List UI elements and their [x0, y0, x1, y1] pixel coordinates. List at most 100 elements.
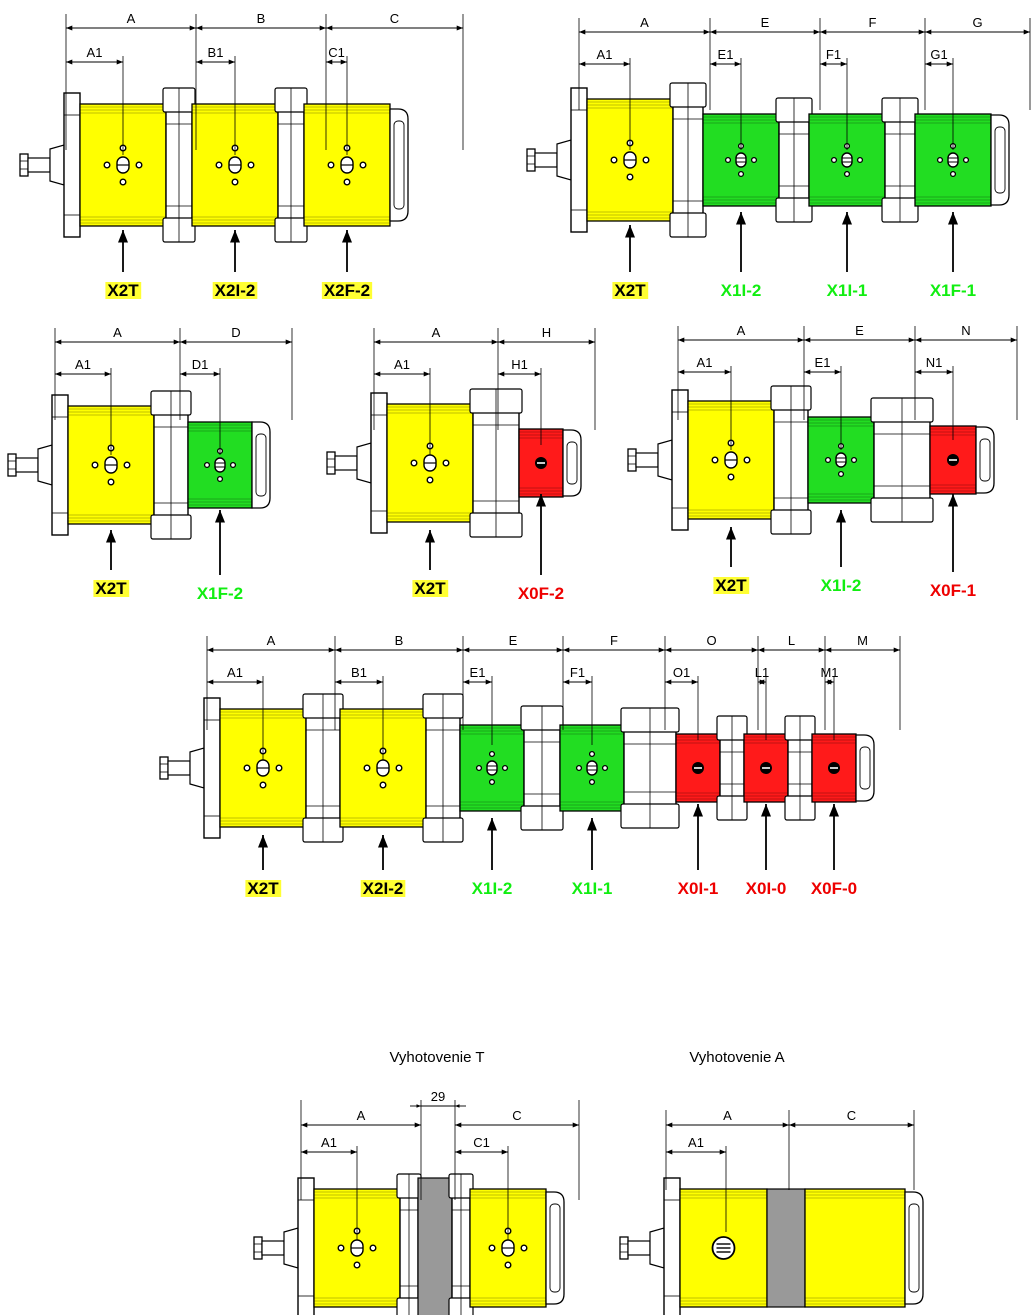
drive-shaft: [334, 455, 358, 471]
shaft-nut: [627, 448, 637, 472]
dimension-label: O: [706, 633, 716, 648]
assembly-triple-x2: A A1 B B1 C C1 X2T X2I-2 X2F-2: [19, 11, 464, 300]
shaft-nut: [7, 453, 17, 477]
shaft-nut: [326, 451, 336, 475]
shaft-collar: [37, 444, 53, 486]
model-label: X2T: [614, 281, 646, 300]
bolt-hole-icon: [601, 764, 609, 772]
bolt-hole-icon: [369, 1244, 377, 1252]
dimension-label: N1: [926, 355, 943, 370]
drive-shaft: [261, 1240, 285, 1256]
model-label: X1I-2: [721, 281, 762, 300]
shaft-collar: [649, 1227, 665, 1269]
label-highlight: [713, 577, 750, 594]
dimension-label: A1: [688, 1135, 704, 1150]
model-label: X1F-1: [930, 281, 976, 300]
dimension-label: A1: [321, 1135, 337, 1150]
bolt-hole-icon: [337, 1244, 345, 1252]
dimension-label: F1: [570, 665, 585, 680]
bolt-hole-icon: [395, 764, 403, 772]
dimension-label: A: [113, 325, 122, 340]
model-label: X0I-1: [678, 879, 719, 898]
assembly-x2-x1f: A A1 D D1 X2T X1F-2: [7, 325, 293, 603]
port-icon: [214, 457, 226, 473]
model-label: X1I-2: [821, 576, 862, 595]
bolt-hole-icon: [856, 156, 864, 164]
dimension-label: A: [737, 323, 746, 338]
end-cover: [855, 734, 875, 802]
model-label: X1F-2: [197, 584, 243, 603]
shaft-collar: [283, 1227, 299, 1269]
label-highlight: [93, 580, 130, 597]
assembly-x2-x1-x0: A A1 E E1 N N1 X2T X1I-2 X0F-1: [627, 323, 1018, 600]
dimension-label: F1: [826, 47, 841, 62]
bolt-hole-icon: [724, 156, 732, 164]
drive-shaft: [627, 1240, 651, 1256]
bolt-hole-icon: [119, 178, 127, 186]
spacer-plate: [417, 1177, 453, 1315]
dimension-label: G1: [930, 47, 947, 62]
bolt-hole-icon: [475, 764, 483, 772]
shaft-nut: [159, 756, 169, 780]
drive-shaft: [15, 457, 39, 473]
dimension-label: C: [847, 1108, 856, 1123]
dimension-label: C1: [328, 45, 345, 60]
dimension-label: M: [857, 633, 868, 648]
bolt-hole-icon: [442, 459, 450, 467]
bolt-hole-icon: [610, 156, 618, 164]
spacer-plate: [766, 1188, 806, 1308]
bolt-hole-icon: [275, 764, 283, 772]
end-cover: [990, 114, 1010, 206]
dimension-label: E: [855, 323, 864, 338]
bolt-hole-icon: [488, 778, 496, 786]
model-label: X2F-2: [324, 281, 370, 300]
model-label: X2T: [414, 579, 446, 598]
dimension-label: B1: [351, 665, 367, 680]
bolt-hole-icon: [588, 750, 596, 758]
mounting-flange: [203, 697, 221, 839]
dimension-label: E: [509, 633, 518, 648]
bolt-hole-icon: [588, 778, 596, 786]
drive-shaft: [167, 760, 191, 776]
dimension-label: M1: [820, 665, 838, 680]
dimension-label: A: [432, 325, 441, 340]
port-icon: [586, 760, 598, 776]
bolt-hole-icon: [501, 764, 509, 772]
dimension-label: H1: [511, 357, 528, 372]
model-label: X0F-0: [811, 879, 857, 898]
model-label: X2T: [95, 579, 127, 598]
bolt-hole-icon: [123, 461, 131, 469]
bolt-hole-icon: [426, 476, 434, 484]
bolt-hole-icon: [711, 456, 719, 464]
end-cover: [545, 1191, 565, 1305]
bolt-hole-icon: [259, 781, 267, 789]
dimension-label: A1: [87, 45, 103, 60]
bolt-hole-icon: [642, 156, 650, 164]
end-cover: [904, 1191, 924, 1305]
dimension-label: A: [127, 11, 136, 26]
port-icon: [735, 152, 747, 168]
label-highlight: [360, 880, 406, 897]
dimension-label: E1: [718, 47, 734, 62]
label-highlight: [212, 282, 258, 299]
shaft-collar: [189, 747, 205, 789]
shaft-collar: [356, 442, 372, 484]
end-cover: [389, 108, 409, 222]
label-highlight: [105, 282, 142, 299]
dimension-label: A1: [75, 357, 91, 372]
model-label: X0I-0: [746, 879, 787, 898]
dimension-label: A1: [394, 357, 410, 372]
shaft-collar: [657, 439, 673, 481]
port-icon: [841, 152, 853, 168]
bolt-hole-icon: [520, 1244, 528, 1252]
bolt-hole-icon: [215, 161, 223, 169]
assembly-x2-x0f: A A1 H H1 X2T X0F-2: [326, 325, 596, 603]
end-cover: [975, 426, 995, 494]
bolt-hole-icon: [949, 170, 957, 178]
dimension-label: L: [788, 633, 795, 648]
shaft-nut: [619, 1236, 629, 1260]
bolt-hole-icon: [363, 764, 371, 772]
model-label: X1I-2: [472, 879, 513, 898]
dimension-label: B1: [208, 45, 224, 60]
